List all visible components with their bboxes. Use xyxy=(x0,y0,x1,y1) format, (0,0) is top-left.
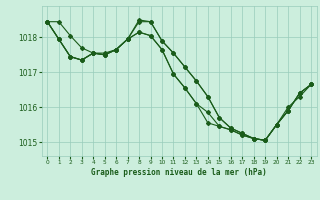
X-axis label: Graphe pression niveau de la mer (hPa): Graphe pression niveau de la mer (hPa) xyxy=(91,168,267,177)
